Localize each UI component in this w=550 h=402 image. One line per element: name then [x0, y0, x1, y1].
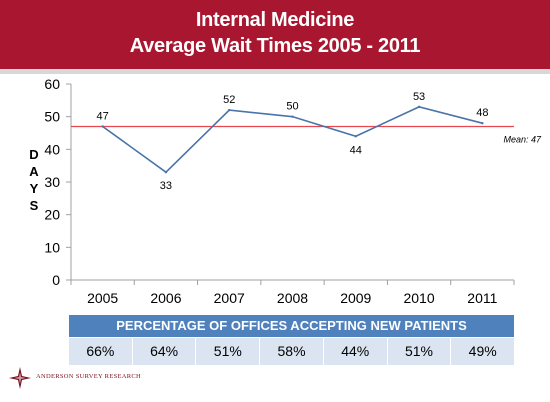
y-tick-label: 0: [52, 272, 60, 288]
y-tick-label: 40: [44, 141, 60, 157]
page-subtitle: Average Wait Times 2005 - 2011: [129, 35, 421, 57]
data-label: 33: [160, 180, 172, 192]
x-tick-label: 2007: [214, 290, 245, 306]
x-tick-label: 2005: [87, 290, 118, 306]
logo-text: ANDERSON SURVEY RESEARCH: [36, 373, 142, 380]
table-cell: 44%: [323, 338, 388, 365]
data-label: 52: [223, 94, 235, 106]
table-cell: 51%: [387, 338, 452, 365]
acceptance-table: PERCENTAGE OF OFFICES ACCEPTING NEW PATI…: [69, 315, 515, 365]
data-point: [481, 122, 484, 125]
table-cell: 58%: [260, 338, 324, 365]
data-point: [291, 115, 294, 118]
y-axis-label-letter: S: [29, 198, 39, 213]
x-tick-label: 2008: [277, 290, 308, 306]
data-point: [228, 108, 231, 112]
table-cell: 49%: [451, 338, 515, 365]
data-point: [164, 171, 168, 174]
title-banner: Internal Medicine Average Wait Times 200…: [0, 0, 550, 69]
y-axis-label-letter: Y: [29, 181, 39, 196]
wait-times-line-chart: 0 10 20 30 40 50 60 2005 2006 2007 2008 2009 2010 201…: [44, 76, 542, 306]
data-point: [354, 135, 357, 138]
y-tick-label: 10: [44, 239, 60, 255]
data-label: 48: [476, 107, 488, 119]
y-axis-label-letter: D: [29, 147, 39, 162]
x-tick-label: 2006: [150, 290, 181, 306]
table-cell: 66%: [69, 338, 133, 365]
data-label: 50: [286, 101, 298, 113]
x-tick-label: 2009: [340, 290, 371, 306]
y-axis-label-letter: A: [29, 164, 39, 179]
table-header: PERCENTAGE OF OFFICES ACCEPTING NEW PATI…: [69, 315, 514, 337]
x-tick-label: 2010: [403, 290, 434, 306]
company-logo: ANDERSON SURVEY RESEARCH: [8, 366, 168, 390]
data-label: 53: [413, 91, 425, 103]
page-title: Internal Medicine: [195, 9, 355, 31]
data-label: 44: [350, 144, 362, 156]
y-tick-label: 50: [44, 109, 60, 125]
y-tick-label: 30: [44, 174, 60, 190]
mean-label: Mean: 47: [503, 134, 542, 144]
x-tick-label: 2011: [467, 290, 497, 306]
table-row: 66% 64% 51% 58% 44% 51% 49%: [69, 338, 515, 365]
table-cell: 51%: [196, 338, 261, 365]
table-cell: 64%: [132, 338, 197, 365]
header-divider: [0, 69, 550, 74]
y-tick-label: 60: [44, 76, 60, 92]
data-label: 47: [97, 110, 109, 122]
y-tick-label: 20: [44, 207, 60, 223]
data-point: [101, 125, 104, 128]
data-point: [417, 105, 421, 109]
star-compass-icon: [9, 367, 31, 389]
